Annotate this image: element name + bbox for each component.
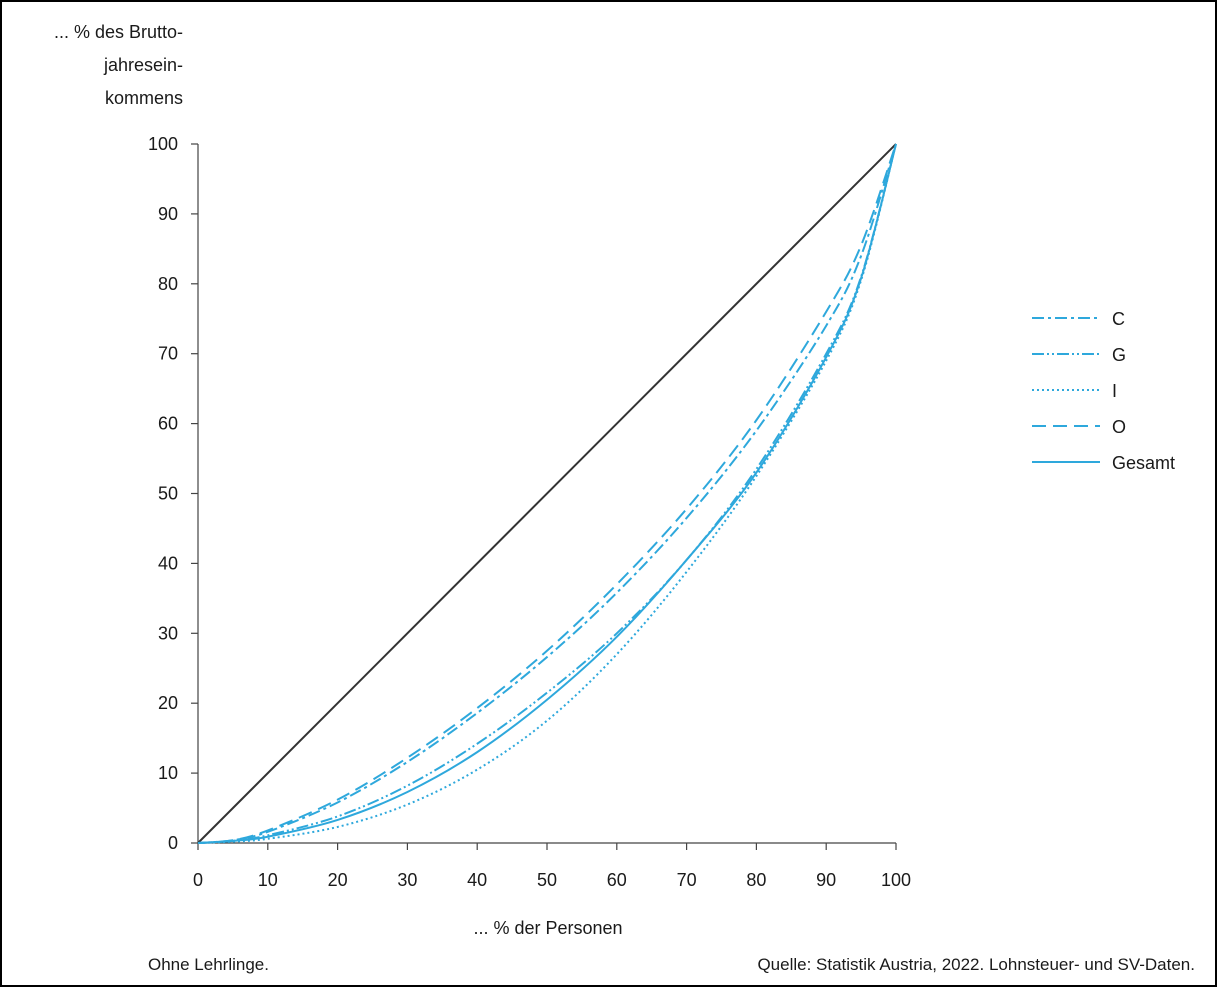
x-tick-label: 30 <box>397 870 417 890</box>
y-tick-label: 30 <box>158 623 178 643</box>
footnote: Ohne Lehrlinge. <box>148 955 269 974</box>
x-tick-label: 0 <box>193 870 203 890</box>
legend-label-i: I <box>1112 381 1117 401</box>
x-tick-label: 70 <box>677 870 697 890</box>
series-line-g <box>197 143 897 844</box>
y-tick-label: 0 <box>168 833 178 853</box>
y-axis-title-line: ... % des Brutto- <box>54 22 183 42</box>
y-axis-title-line: jahresein- <box>103 55 183 75</box>
axis-labels: ... % des Brutto-jahresein-kommens ... % … <box>54 22 623 938</box>
equality-line <box>197 143 897 844</box>
series-lines <box>197 143 897 844</box>
x-tick-label: 20 <box>328 870 348 890</box>
y-tick-label: 60 <box>158 414 178 434</box>
source-note: Quelle: Statistik Austria, 2022. Lohnste… <box>757 955 1195 974</box>
y-tick-label: 70 <box>158 344 178 364</box>
x-tick-label: 90 <box>816 870 836 890</box>
x-tick-label: 80 <box>746 870 766 890</box>
x-tick-label: 100 <box>881 870 911 890</box>
x-tick-label: 10 <box>258 870 278 890</box>
legend-label-gesamt: Gesamt <box>1112 453 1175 473</box>
y-axis-title-line: kommens <box>105 88 183 108</box>
legend-label-g: G <box>1112 345 1126 365</box>
y-tick-label: 80 <box>158 274 178 294</box>
y-tick-label: 20 <box>158 693 178 713</box>
y-tick-label: 90 <box>158 204 178 224</box>
x-axis-title: ... % der Personen <box>473 918 622 938</box>
legend-label-c: C <box>1112 309 1125 329</box>
series-line-o <box>197 143 897 844</box>
axes: 0 10 20 30 40 50 60 70 80 90 100 0 10 20 30 40 50 60 70 80 9… <box>148 134 911 890</box>
y-tick-label: 40 <box>158 553 178 573</box>
x-tick-label: 60 <box>607 870 627 890</box>
x-tick-label: 50 <box>537 870 557 890</box>
y-tick-label: 10 <box>158 763 178 783</box>
series-line-gesamt <box>197 143 897 844</box>
x-tick-label: 40 <box>467 870 487 890</box>
y-tick-label: 50 <box>158 484 178 504</box>
y-tick-label: 100 <box>148 134 178 154</box>
series-line-c <box>197 143 897 844</box>
legend-label-o: O <box>1112 417 1126 437</box>
